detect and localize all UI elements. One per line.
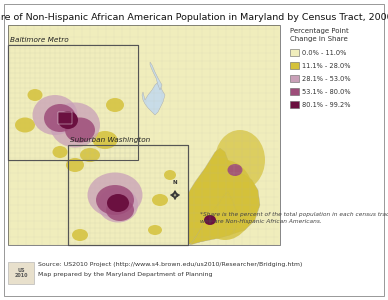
Bar: [8, 45, 138, 160]
Text: Baltimore Metro: Baltimore Metro: [10, 37, 69, 43]
Bar: [290, 88, 299, 95]
Ellipse shape: [204, 215, 216, 225]
Bar: [8, 45, 138, 160]
Ellipse shape: [80, 148, 100, 162]
Ellipse shape: [152, 194, 168, 206]
Ellipse shape: [52, 146, 68, 158]
Text: 80.1% - 99.2%: 80.1% - 99.2%: [302, 102, 350, 108]
Bar: [68, 145, 188, 245]
Text: N: N: [173, 180, 177, 185]
Ellipse shape: [215, 130, 265, 190]
Ellipse shape: [88, 172, 142, 218]
Polygon shape: [190, 192, 238, 245]
Ellipse shape: [71, 129, 113, 161]
Text: *Share is the percent of the total population in each census tract
who are Non-H: *Share is the percent of the total popul…: [200, 212, 388, 224]
Text: 28.1% - 53.0%: 28.1% - 53.0%: [302, 76, 351, 82]
Text: 11.1% - 28.0%: 11.1% - 28.0%: [302, 63, 350, 69]
Ellipse shape: [65, 118, 95, 142]
Ellipse shape: [106, 199, 134, 221]
Ellipse shape: [84, 136, 106, 154]
Polygon shape: [142, 82, 165, 115]
Ellipse shape: [148, 225, 162, 235]
Text: 0.0% - 11.0%: 0.0% - 11.0%: [302, 50, 346, 56]
Ellipse shape: [35, 122, 65, 148]
Ellipse shape: [106, 98, 124, 112]
Bar: [290, 75, 299, 82]
Bar: [290, 49, 299, 56]
Bar: [58, 112, 72, 124]
Ellipse shape: [50, 103, 100, 148]
Ellipse shape: [66, 158, 84, 172]
Bar: [290, 62, 299, 69]
Bar: [8, 25, 280, 245]
Bar: [290, 101, 299, 108]
Ellipse shape: [98, 188, 138, 223]
Ellipse shape: [15, 118, 35, 133]
Ellipse shape: [28, 89, 43, 101]
Polygon shape: [150, 62, 162, 90]
Text: Share of Non-Hispanic African American Population in Maryland by Census Tract, 2: Share of Non-Hispanic African American P…: [0, 13, 388, 22]
Ellipse shape: [195, 160, 255, 240]
Ellipse shape: [58, 111, 78, 129]
Ellipse shape: [85, 89, 125, 127]
Ellipse shape: [59, 124, 121, 170]
Bar: [8, 262, 34, 284]
Ellipse shape: [96, 185, 134, 215]
Bar: [8, 25, 280, 245]
Text: US
2010: US 2010: [14, 268, 28, 278]
Ellipse shape: [102, 182, 137, 208]
Ellipse shape: [60, 113, 70, 122]
Ellipse shape: [33, 95, 78, 135]
Ellipse shape: [164, 170, 176, 180]
Ellipse shape: [92, 131, 118, 149]
Text: Source: US2010 Project (http://www.s4.brown.edu/us2010/Researcher/Bridging.htm): Source: US2010 Project (http://www.s4.br…: [38, 262, 302, 267]
Ellipse shape: [107, 194, 129, 212]
Text: Percentage Point
Change in Share: Percentage Point Change in Share: [290, 28, 349, 41]
Ellipse shape: [227, 164, 242, 176]
Polygon shape: [180, 148, 260, 245]
Text: Map prepared by the Maryland Department of Planning: Map prepared by the Maryland Department …: [38, 272, 213, 277]
Ellipse shape: [107, 192, 129, 208]
Bar: [8, 45, 138, 160]
Ellipse shape: [73, 82, 137, 137]
Ellipse shape: [44, 104, 76, 132]
Text: 53.1% - 80.0%: 53.1% - 80.0%: [302, 88, 351, 94]
Text: Suburban Washington: Suburban Washington: [70, 137, 150, 143]
Ellipse shape: [96, 97, 114, 113]
Ellipse shape: [72, 229, 88, 241]
Bar: [68, 145, 188, 245]
